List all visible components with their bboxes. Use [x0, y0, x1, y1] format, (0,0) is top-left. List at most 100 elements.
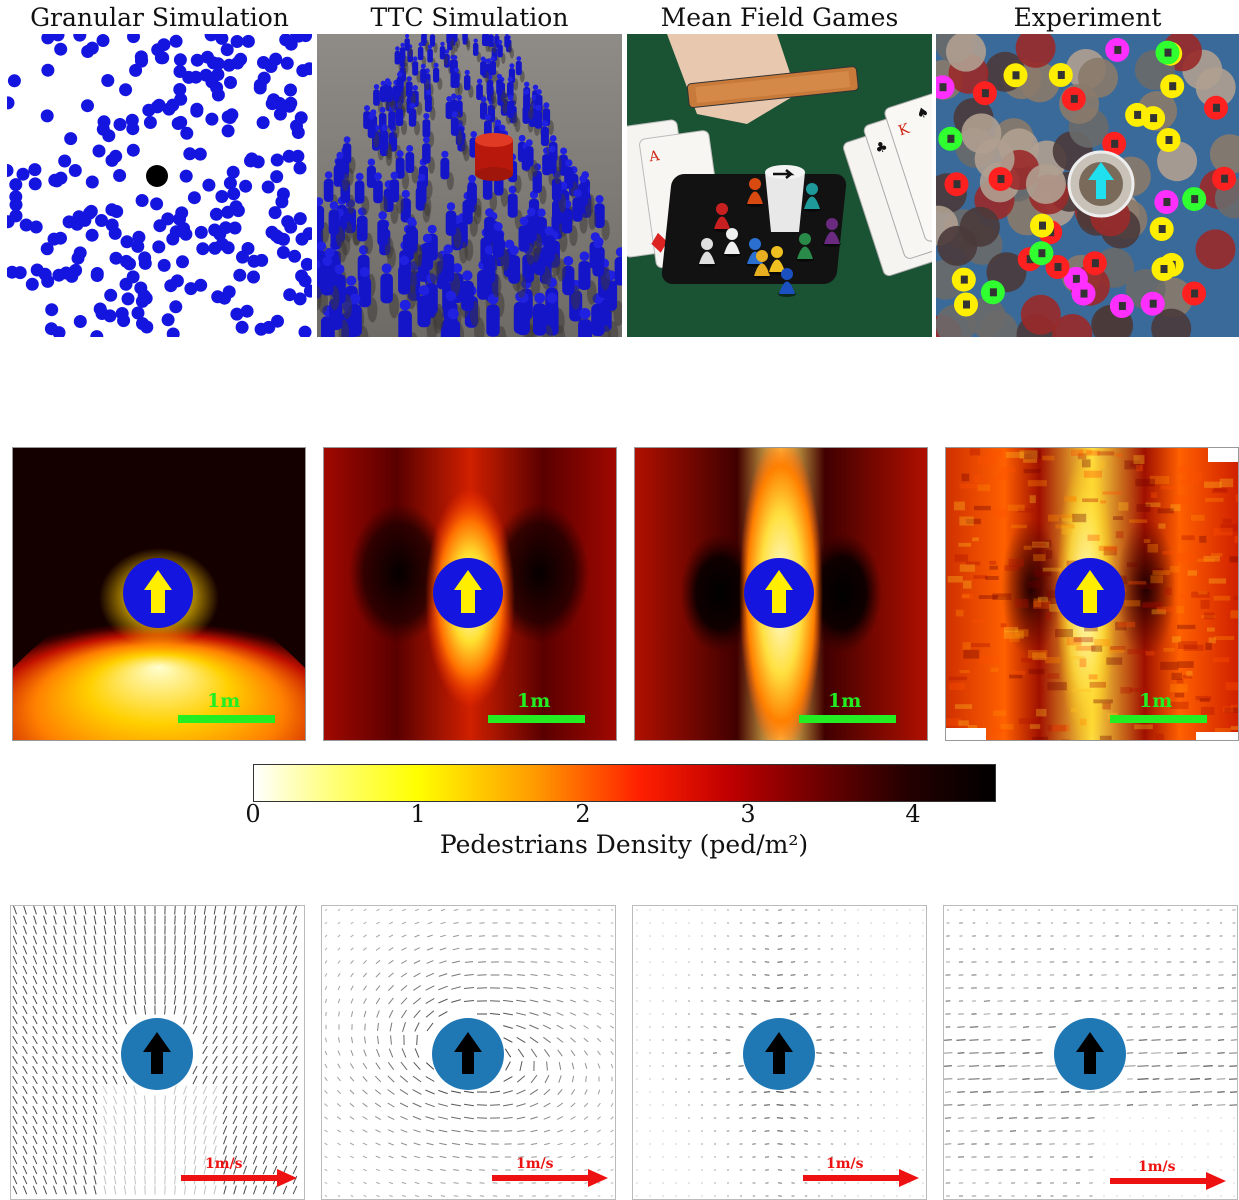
velocity-vector	[53, 966, 56, 974]
velocity-vector	[293, 986, 297, 994]
velocity-vector	[233, 1116, 237, 1124]
velocity-vector	[94, 966, 97, 975]
velocity-vector	[283, 1016, 287, 1024]
velocity-vector	[174, 1086, 176, 1095]
velocity-vector	[203, 1106, 206, 1114]
velocity-vector	[283, 1096, 287, 1104]
velocity-vector	[610, 962, 613, 963]
velocity-vector	[597, 1038, 601, 1041]
velocity-vector	[325, 935, 327, 937]
velocity-vector	[184, 986, 186, 995]
velocity-vector	[273, 1186, 276, 1194]
velocity-vector	[83, 1006, 87, 1014]
velocity-vector	[194, 1136, 196, 1145]
velocity-vector	[441, 1183, 446, 1184]
velocity-vector	[264, 926, 267, 935]
velocity-vector	[23, 1106, 27, 1114]
velocity-vector	[531, 962, 537, 963]
velocity-vector	[23, 1166, 27, 1174]
velocity-vector	[194, 916, 195, 925]
velocity-vector	[339, 1037, 340, 1042]
velocity-vector	[263, 1116, 267, 1124]
velocity-vector	[84, 1146, 87, 1154]
velocity-vector	[104, 956, 106, 965]
velocity-vector	[145, 986, 146, 995]
velocity-vector	[543, 1025, 551, 1029]
velocity-vector	[103, 1056, 108, 1064]
velocity-vector	[503, 1104, 513, 1106]
velocity-vector	[571, 1143, 575, 1145]
velocity-vector	[63, 986, 67, 994]
velocity-vector	[204, 916, 205, 925]
velocity-vector	[273, 1106, 277, 1114]
velocity-vector	[253, 986, 257, 994]
velocity-vector	[557, 1025, 564, 1029]
velocity-vector	[584, 1000, 589, 1002]
velocity-vector	[244, 946, 247, 955]
velocity-vector	[13, 996, 17, 1004]
velocity-vector	[478, 1131, 487, 1132]
velocity-vector	[325, 1104, 328, 1107]
velocity-vector	[63, 1166, 66, 1174]
velocity-vector	[34, 906, 37, 914]
velocity-vector	[43, 1046, 48, 1054]
velocity-vector	[254, 956, 257, 964]
velocity-vector	[23, 1116, 27, 1124]
velocity-vector	[194, 936, 195, 945]
velocity-vector	[73, 1056, 78, 1064]
velocity-vector	[611, 936, 614, 937]
velocity-vector	[439, 974, 447, 977]
velocity-vector	[480, 1196, 484, 1197]
velocity-vector	[284, 906, 287, 914]
velocity-vector	[54, 906, 56, 914]
velocity-vector	[415, 935, 420, 937]
velocity-vector	[224, 906, 226, 914]
velocity-vector	[375, 1090, 381, 1095]
velocity-vector	[13, 1036, 18, 1044]
velocity-vector	[376, 960, 380, 963]
velocity-vector	[184, 1156, 185, 1165]
velocity-vector	[184, 1166, 185, 1175]
velocity-vector	[33, 946, 36, 954]
velocity-vector	[611, 949, 614, 950]
velocity-vector	[389, 998, 394, 1004]
velocity-vector	[584, 1026, 589, 1029]
velocity-vector	[376, 922, 379, 924]
velocity-vector	[466, 936, 472, 937]
velocity-vector	[571, 1050, 575, 1056]
velocity-vector	[598, 1196, 600, 1197]
velocity-vector	[363, 948, 366, 951]
column-title-experiment: Experiment	[936, 2, 1239, 34]
velocity-vector	[63, 1066, 68, 1074]
velocity-vector	[83, 1116, 87, 1124]
velocity-vector	[83, 1026, 87, 1034]
velocity-vector	[570, 987, 575, 989]
velocity-vector	[63, 1026, 67, 1034]
velocity-vector	[145, 1146, 146, 1155]
velocity-vector	[113, 1046, 118, 1054]
velocity-vector	[464, 1091, 474, 1093]
velocity-vector	[74, 1186, 77, 1195]
velocity-vector	[598, 1090, 600, 1095]
velocity-vector	[611, 1196, 613, 1197]
velocity-vector	[193, 1026, 197, 1034]
velocity-vector	[33, 1076, 38, 1084]
velocity-vector	[530, 1000, 538, 1002]
velocity-vector	[338, 1156, 341, 1158]
velocity-vector	[427, 948, 433, 950]
velocity-vector	[414, 973, 421, 977]
velocity-vector	[94, 1136, 97, 1145]
velocity-vector	[135, 956, 136, 965]
velocity-vector	[93, 1036, 97, 1044]
velocity-vector	[530, 1089, 538, 1094]
velocity-vector	[325, 1077, 328, 1081]
velocity-vector	[74, 946, 77, 955]
velocity-vector	[53, 1096, 57, 1104]
velocity-vector	[114, 916, 115, 925]
velocity-vector	[33, 996, 37, 1004]
velocity-vector	[193, 1076, 197, 1084]
velocity-vector	[185, 1186, 186, 1195]
velocity-vector	[53, 996, 57, 1004]
velocity-vector	[375, 1103, 381, 1107]
velocity-vector	[597, 1026, 601, 1029]
